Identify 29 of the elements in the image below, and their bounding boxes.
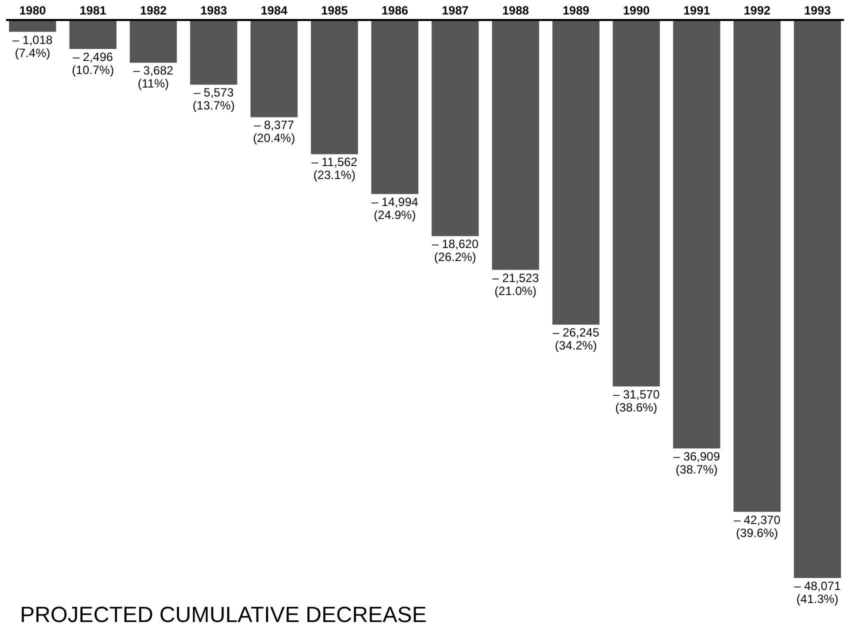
data-label: – 31,570 (38.6%) — [612, 387, 660, 414]
x-tick-label: 1984 — [260, 4, 288, 18]
x-tick-label: 1991 — [683, 4, 710, 18]
x-tick-label: 1980 — [19, 4, 46, 18]
x-tick-label: 1989 — [562, 4, 590, 18]
data-label: – 2,496 (10.7%) — [72, 50, 114, 77]
x-tick-label: 1988 — [502, 4, 530, 18]
x-tick-label: 1986 — [381, 4, 408, 18]
x-tick-label: 1983 — [200, 4, 228, 18]
x-tick-label: 1981 — [80, 4, 107, 18]
x-tick-label: 1985 — [321, 4, 348, 18]
data-label: – 8,377 (20.4%) — [253, 118, 296, 146]
data-label: – 1,018 (7.4%) — [12, 32, 53, 60]
data-label: – 14,994 (24.9%) — [371, 195, 418, 222]
data-label: – 21,523 (21.0%) — [492, 270, 540, 298]
x-tick-label: 1990 — [622, 4, 650, 18]
data-label: – 5,573 (13.7%) — [192, 86, 235, 113]
x-tick-label: 1993 — [804, 4, 832, 18]
data-label: – 11,562 (23.1%) — [312, 155, 358, 182]
data-label: – 36,909 (38.7%) — [673, 449, 720, 476]
data-label: – 48,071 (41.3%) — [794, 579, 842, 606]
data-label: – 26,245 (34.2%) — [552, 326, 600, 353]
text: PROJECTED CUMULATIVE DECREASE — [20, 602, 427, 627]
data-label: – 3,682 (11%) — [133, 64, 174, 91]
x-tick-label: 1987 — [442, 4, 469, 18]
x-tick-label: 1992 — [744, 4, 771, 18]
data-label: – 18,620 (26.2%) — [432, 237, 479, 264]
data-label: – 42,370 (39.6%) — [734, 512, 781, 540]
x-tick-label: 1982 — [140, 4, 167, 18]
